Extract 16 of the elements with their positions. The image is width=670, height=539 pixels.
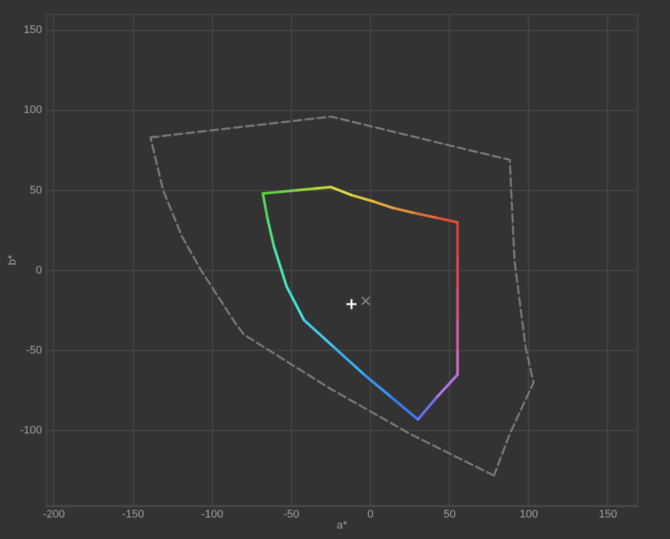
y-tick-label: 0 xyxy=(36,264,42,276)
x-tick-label: 150 xyxy=(598,508,618,521)
x-tick-label: -100 xyxy=(201,508,224,521)
x-axis-title: a* xyxy=(336,519,348,532)
x-tick-label: -200 xyxy=(42,508,65,521)
x-tick-label: 50 xyxy=(444,508,456,521)
y-tick-label: 150 xyxy=(24,24,42,36)
y-axis-title: b* xyxy=(6,254,19,266)
y-tick-label: 50 xyxy=(30,184,42,196)
x-tick-label: 0 xyxy=(367,508,374,521)
y-tick-label: -100 xyxy=(20,424,42,437)
y-tick-label: 100 xyxy=(24,104,42,116)
x-tick-label: 100 xyxy=(520,508,538,521)
y-tick-label: -50 xyxy=(26,344,42,357)
x-tick-label: -150 xyxy=(122,508,144,521)
x-tick-label: -50 xyxy=(283,508,300,521)
